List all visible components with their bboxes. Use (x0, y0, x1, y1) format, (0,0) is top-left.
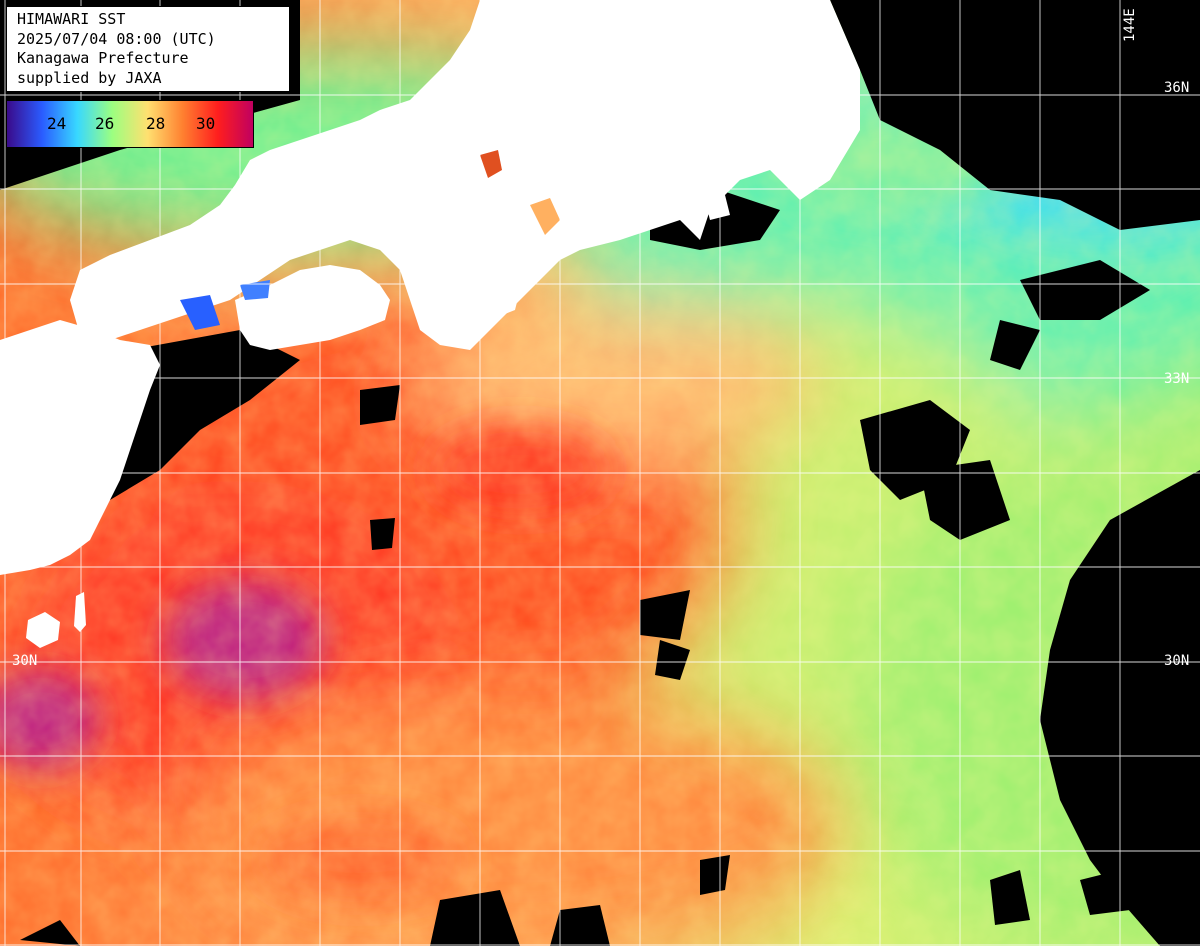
info-box: HIMAWARI SST 2025/07/04 08:00 (UTC) Kana… (6, 6, 290, 92)
map-title: HIMAWARI SST (17, 10, 126, 28)
colorbar-tick-24: 24 (47, 114, 67, 133)
lat-label-30n-left: 30N (12, 653, 38, 669)
data-credit: supplied by JAXA (17, 68, 162, 87)
lat-label-36n: 36N (1164, 80, 1190, 96)
coastal-details (180, 150, 560, 330)
observation-datetime: 2025/07/04 08:00 (UTC) (17, 29, 216, 48)
colorbar-tick-26: 26 (95, 114, 115, 133)
colorbar-tick-28: 28 (146, 114, 166, 133)
lat-label-33n: 33N (1164, 371, 1190, 387)
colorbar-tick-30: 30 (196, 114, 216, 133)
lat-label-30n-right: 30N (1164, 653, 1190, 669)
temperature-colorbar: 24 26 28 30 (6, 100, 254, 148)
land-mask (0, 0, 860, 648)
region-label: Kanagawa Prefecture (17, 49, 189, 67)
lon-label-144e: 144E (1122, 8, 1138, 42)
lon-label-135e: 135E (482, 8, 498, 42)
